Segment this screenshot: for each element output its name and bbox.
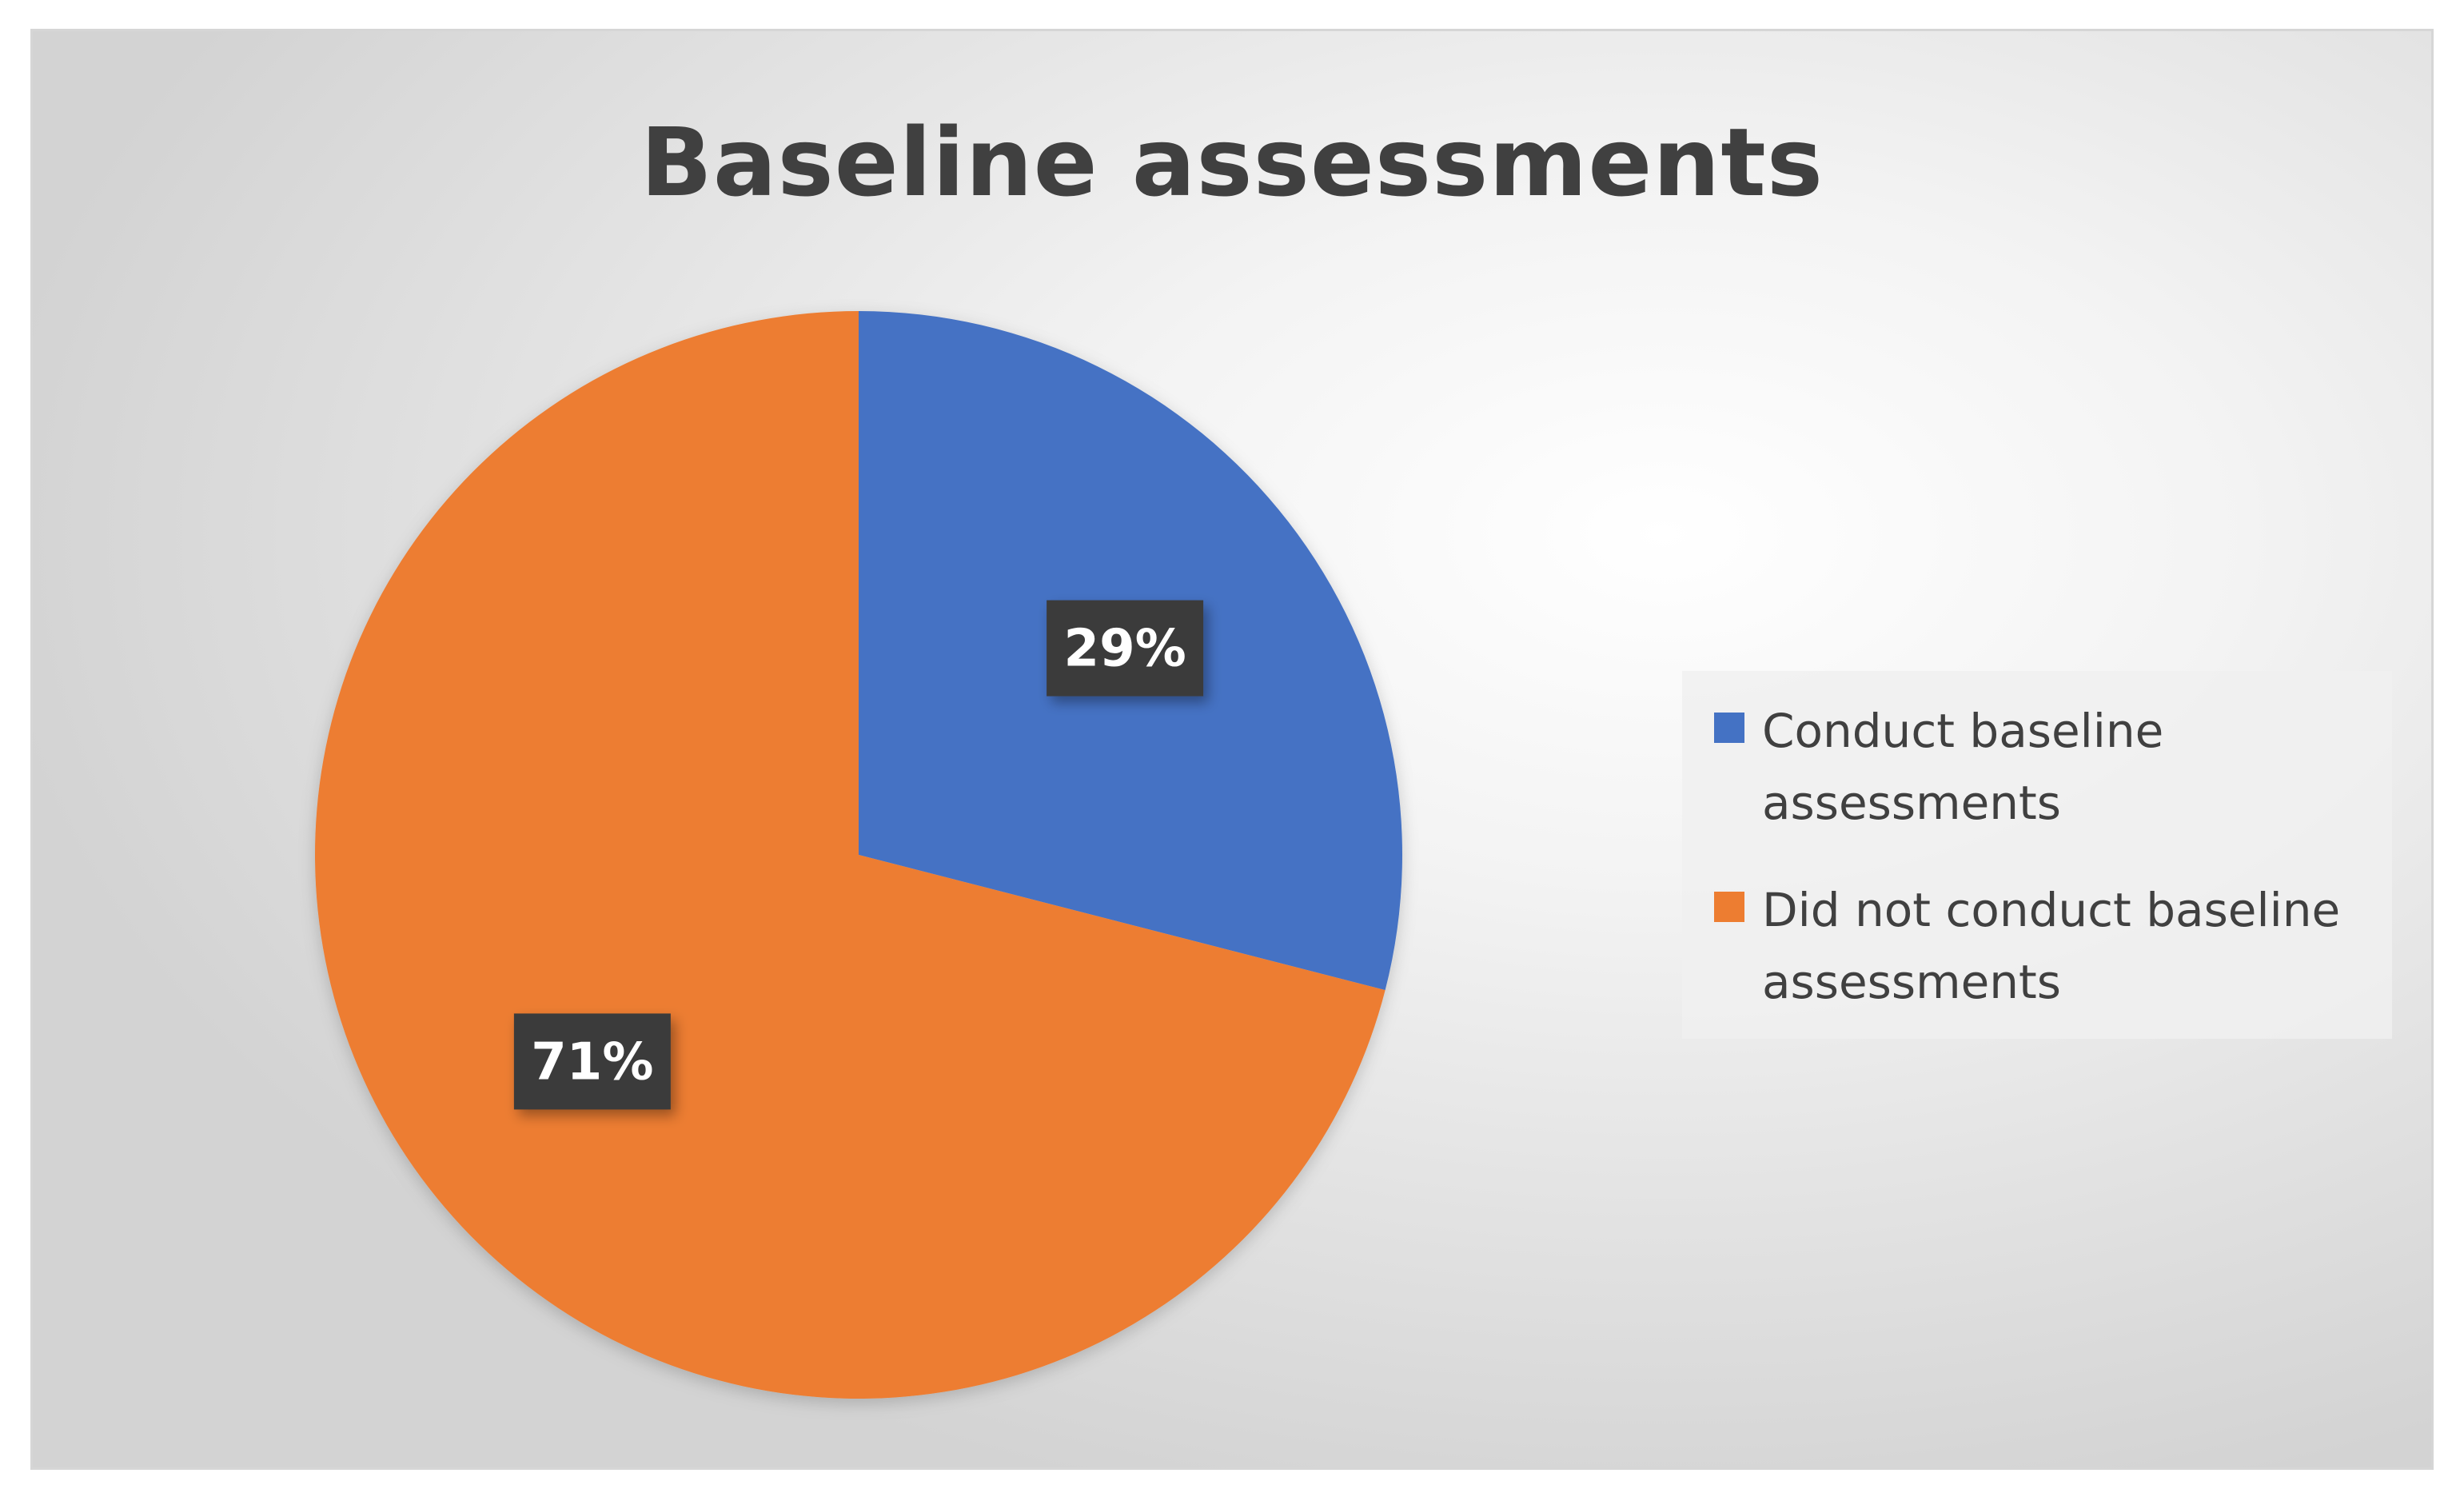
legend-item-conduct: Conduct baseline assessments: [1714, 695, 2376, 839]
pie-chart: 29% 71%: [315, 311, 1403, 1399]
pie-slices: [315, 311, 1403, 1399]
legend-swatch-conduct: [1714, 713, 1744, 743]
data-label-box-did-not-conduct: [513, 1013, 671, 1110]
legend-label-conduct: Conduct baseline assessments: [1762, 704, 2164, 830]
legend-label-did-not-conduct: Did not conduct baseline assessments: [1762, 883, 2341, 1009]
legend-item-did-not-conduct: Did not conduct baseline assessments: [1714, 874, 2376, 1018]
pie-slice-did-not-conduct: [315, 311, 1386, 1399]
pie-data-labels: 29% 71%: [513, 600, 1204, 1110]
data-label-text-did-not-conduct: 71%: [531, 1032, 653, 1092]
legend: Conduct baseline assessments Did not con…: [1682, 671, 2392, 1039]
chart-area: Baseline assessments 29% 71% Conduct base…: [30, 29, 2434, 1470]
data-label-box-conduct: [1047, 600, 1204, 697]
data-label-conduct: 29%: [1047, 600, 1204, 697]
legend-swatch-did-not-conduct: [1714, 892, 1744, 922]
chart-title: Baseline assessments: [640, 107, 1824, 218]
data-label-text-conduct: 29%: [1064, 620, 1186, 679]
data-label-did-not-conduct: 71%: [513, 1013, 671, 1110]
